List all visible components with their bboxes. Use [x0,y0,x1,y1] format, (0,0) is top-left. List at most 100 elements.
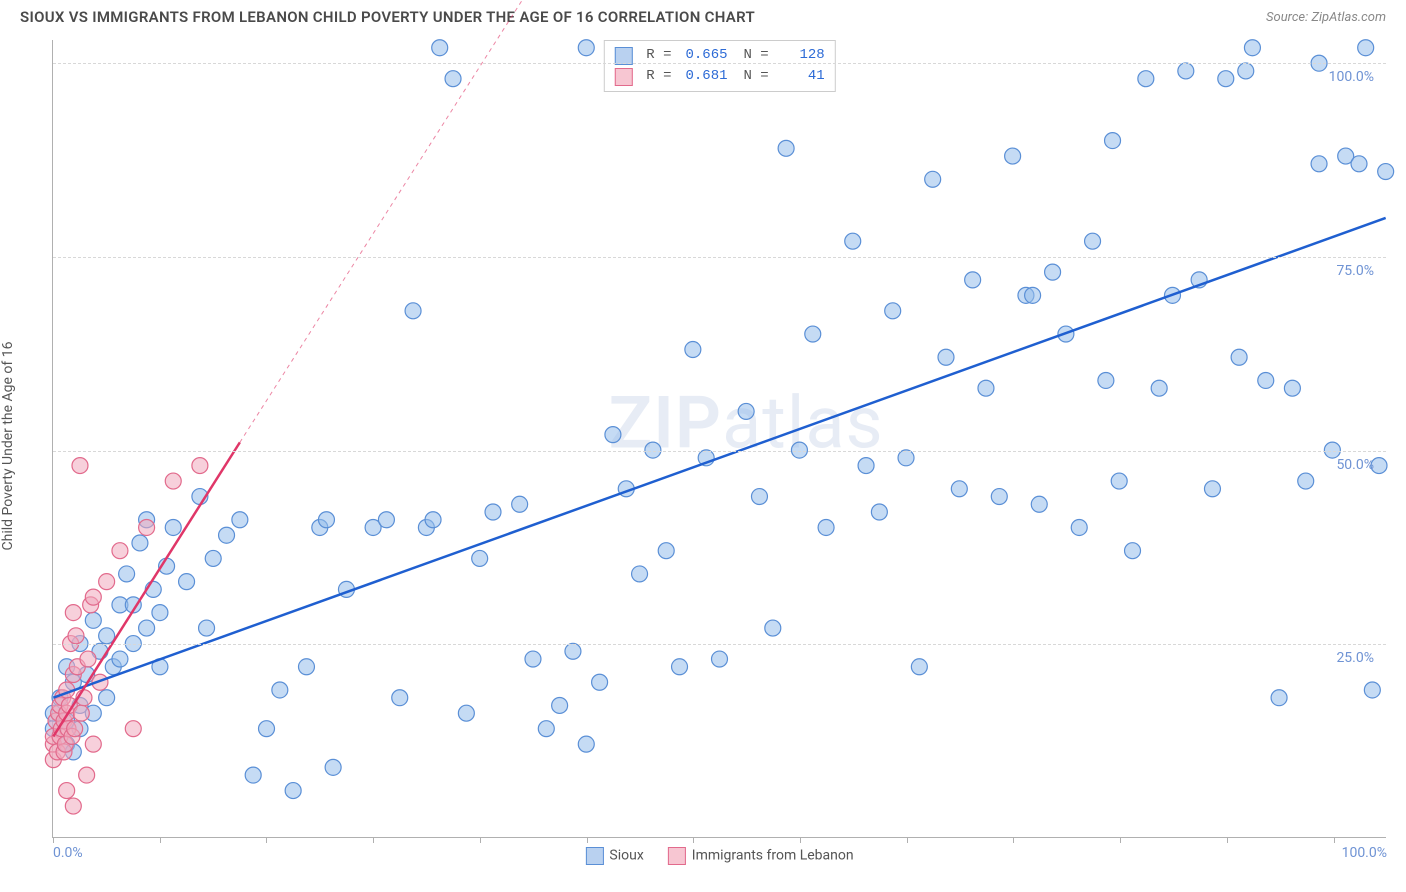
scatter-point [1358,40,1374,56]
scatter-point [432,40,448,56]
x-tick [587,837,588,843]
scatter-point [125,721,141,737]
gridline-h [53,257,1386,258]
x-tick-label: 0.0% [53,845,83,861]
plot-area: ZIPatlas R =0.665N =128R =0.681N =41 Sio… [52,40,1386,838]
legend-item: Immigrants from Lebanon [668,847,854,865]
scatter-point [199,620,215,636]
scatter-point [1071,519,1087,535]
scatter-point [685,342,701,358]
scatter-point [1151,380,1167,396]
scatter-point [578,40,594,56]
scatter-point [205,550,221,566]
scatter-point [871,504,887,520]
scatter-point [80,651,96,667]
scatter-point [845,233,861,249]
scatter-point [99,690,115,706]
scatter-point [1125,543,1141,559]
scatter-point [245,767,261,783]
scatter-point [1244,40,1260,56]
legend-item: Sioux [585,847,643,865]
y-tick-label: 50.0% [1336,457,1374,473]
legend-label: Immigrants from Lebanon [692,848,854,864]
scatter-point [1098,372,1114,388]
scatter-point [765,620,781,636]
scatter-point [1271,690,1287,706]
source-prefix: Source: [1266,10,1311,25]
trend-line [53,218,1385,698]
scatter-point [179,574,195,590]
scatter-point [978,380,994,396]
scatter-point [658,543,674,559]
legend-label: Sioux [609,848,643,864]
scatter-point [1085,233,1101,249]
scatter-point [858,458,874,474]
scatter-point [805,326,821,342]
x-tick [1334,837,1335,843]
scatter-point [259,721,275,737]
scatter-point [285,783,301,799]
y-axis-label: Child Poverty Under the Age of 16 [0,342,16,551]
scatter-point [165,519,181,535]
stats-legend-row: R =0.681N =41 [614,66,824,87]
x-tick [800,837,801,843]
scatter-point [672,659,688,675]
gridline-h [53,644,1386,645]
scatter-point [458,705,474,721]
scatter-point [1005,148,1021,164]
scatter-point [72,458,88,474]
scatter-point [1178,63,1194,79]
gridline-h [53,451,1386,452]
scatter-point [951,481,967,497]
scatter-point [925,171,941,187]
scatter-point [298,659,314,675]
scatter-point [911,659,927,675]
scatter-point [99,574,115,590]
scatter-point [139,620,155,636]
scatter-point [712,651,728,667]
scatter-point [512,496,528,512]
scatter-point [1364,682,1380,698]
scatter-point [165,473,181,489]
x-tick [266,837,267,843]
scatter-point [85,736,101,752]
trend-line [53,442,240,736]
scatter-point [1111,473,1127,489]
scatter-point [378,512,394,528]
scatter-point [112,651,128,667]
r-label: R = [646,66,671,87]
x-tick [53,837,54,843]
legend-swatch [614,47,632,65]
scatter-point [552,697,568,713]
scatter-point [1351,156,1367,172]
scatter-point [325,759,341,775]
scatter-point [1031,496,1047,512]
x-tick [907,837,908,843]
x-tick [1227,837,1228,843]
source-name: ZipAtlas.com [1311,10,1386,25]
n-label: N = [744,66,769,87]
scatter-point [578,736,594,752]
scatter-point [592,674,608,690]
scatter-point [1138,71,1154,87]
x-tick [373,837,374,843]
scatter-svg [53,40,1386,837]
scatter-point [818,519,834,535]
scatter-point [1258,372,1274,388]
scatter-point [965,272,981,288]
scatter-point [445,71,461,87]
scatter-point [565,643,581,659]
n-value: 41 [777,66,825,87]
scatter-point [67,721,83,737]
scatter-point [778,140,794,156]
x-tick [480,837,481,843]
scatter-point [405,303,421,319]
scatter-point [605,427,621,443]
x-tick [693,837,694,843]
scatter-point [59,783,75,799]
gridline-h [53,63,1386,64]
scatter-point [152,605,168,621]
scatter-point [991,489,1007,505]
scatter-point [65,605,81,621]
scatter-point [318,512,334,528]
